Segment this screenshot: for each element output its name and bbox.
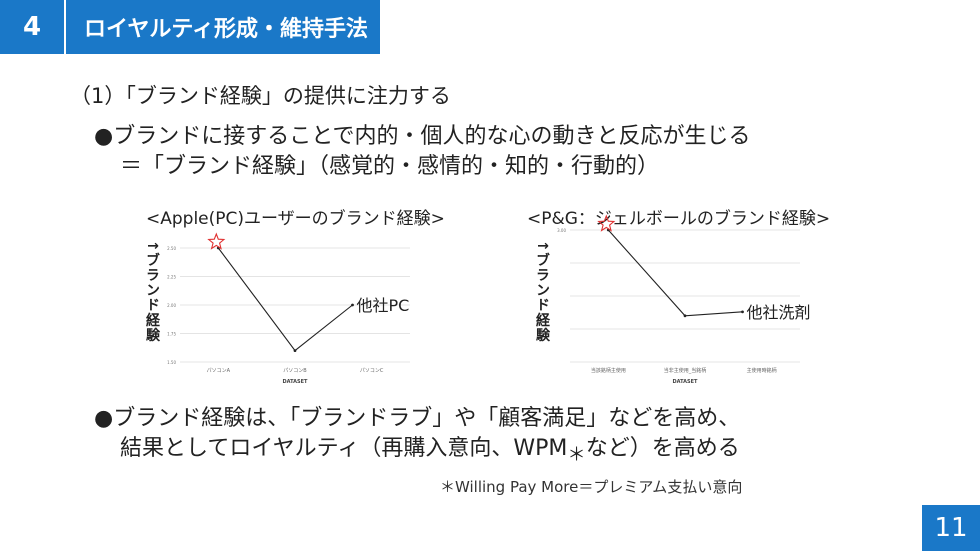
bullet-point-1-line2: ＝「ブランド経験」（感覚的・感情的・知的・行動的） xyxy=(120,154,660,179)
bullet-point-2-line2: 結果としてロイヤルティ（再購入意向、WPM＊など）を高める xyxy=(94,434,740,470)
bullet-point-2-line1: ●ブランド経験は、「ブランドラブ」や「顧客満足」などを高め、 xyxy=(94,406,741,431)
x-tick-label: パソコンC xyxy=(360,368,384,374)
section-title: ロイヤルティ形成・維持手法 xyxy=(66,0,381,54)
x-axis-label: DATASET xyxy=(673,379,699,385)
bullet-point-2-line2-text: 結果としてロイヤルティ（再購入意向、WPM xyxy=(120,436,568,461)
series-line xyxy=(217,247,353,352)
competitor-annotation: 他社洗剤 xyxy=(747,303,811,322)
y-tick-label: 1.50 xyxy=(167,360,176,365)
chart-b-y-label: ↑ブランド経験 xyxy=(534,240,550,343)
star-icon xyxy=(597,214,616,232)
data-point xyxy=(351,303,354,307)
footnote: ＊Willing Pay More＝プレミアム支払い意向 xyxy=(440,478,743,496)
data-point xyxy=(293,349,297,352)
chart-a: 2.50 2.25 2.00 1.75 1.50 パソコンA パソコンB パソコンC DATAS… xyxy=(167,232,410,385)
x-tick-label: 当該銘柄主使用 xyxy=(591,367,626,374)
footnote-marker: ＊ xyxy=(567,444,586,466)
bullet-point-1-line1: ●ブランドに接することで内的・個人的な心の動きと反応が生じる xyxy=(94,124,751,149)
x-tick-label: パソコンA xyxy=(207,368,231,374)
x-tick-label: 主使用時銘柄 xyxy=(747,367,777,374)
chart-b-title: <P&G：ジェルボールのブランド経験> xyxy=(527,209,831,229)
x-tick-label: 当非主使用_当銘柄 xyxy=(664,367,707,374)
y-tick-label: 2.50 xyxy=(167,246,176,251)
y-tick-label: 2.25 xyxy=(167,275,176,280)
chart-a-title: <Apple(PC)ユーザーのブランド経験> xyxy=(146,209,445,229)
y-tick-label: 3.00 xyxy=(557,228,566,233)
subheading: （1）「ブランド経験」の提供に注力する xyxy=(70,84,451,108)
bullet-point-2-line2-end: など）を高める xyxy=(585,436,740,461)
data-point xyxy=(683,314,687,318)
star-icon xyxy=(207,232,226,250)
series-line xyxy=(607,229,743,317)
bullet-point-1: ●ブランドに接することで内的・個人的な心の動きと反応が生じる ＝「ブランド経験」… xyxy=(94,122,751,182)
x-tick-label: パソコンB xyxy=(283,368,307,374)
competitor-annotation: 他社PC xyxy=(357,296,410,315)
bullet-point-2: ●ブランド経験は、「ブランドラブ」や「顧客満足」などを高め、 結果としてロイヤル… xyxy=(94,404,740,470)
page-number: 11 xyxy=(922,505,980,551)
x-axis-label: DATASET xyxy=(283,379,309,385)
section-number: 4 xyxy=(0,0,64,54)
chart-a-y-label: ↑ブランド経験 xyxy=(144,240,160,343)
y-tick-label: 2.00 xyxy=(167,303,176,308)
chart-b: 3.00 当該銘柄主使用 当非主使用_当銘柄 主使用時銘柄 DATASET 他社洗剤 xyxy=(557,214,811,385)
y-tick-label: 1.75 xyxy=(167,332,176,337)
data-point xyxy=(741,310,744,314)
